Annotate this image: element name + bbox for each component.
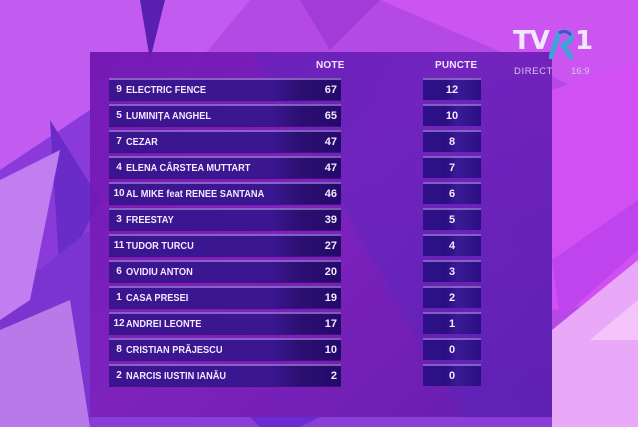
puncte-value: 12 [423,78,481,100]
note-value: 27 [324,240,337,252]
contestant-name: CEZAR [126,136,158,148]
running-order-number: 3 [116,214,122,225]
column-header-note: NOTE [316,60,345,71]
note-value: 10 [324,344,337,356]
running-order-number: 5 [116,110,122,121]
note-value: 65 [324,110,337,122]
puncte-value: 4 [423,234,481,256]
running-order-number: 12 [113,318,125,329]
running-order-number: 6 [116,266,122,277]
contestant-name: ELECTRIC FENCE [126,84,207,96]
running-order-number: 2 [116,370,122,381]
contestant-name: CASA PRESEI [126,292,189,304]
scoreboard-row: 5 LUMINIȚA ANGHEL 65 [109,104,341,126]
channel-logo: TV 1 DIRECT 16:9 [513,26,603,86]
scoreboard-row: 4 ELENA CÂRSTEA MUTTART 47 [109,156,341,178]
running-order-number: 4 [116,162,122,173]
puncte-value: 8 [423,130,481,152]
live-label: DIRECT [514,66,553,77]
contestant-name: AL MIKE feat RENEE SANTANA [126,188,265,200]
column-header-puncte: PUNCTE [435,60,478,71]
tvr-r-mark-icon [548,28,575,64]
puncte-value: 0 [423,364,481,386]
contestant-name: ANDREI LEONTE [126,318,202,330]
running-order-number: 8 [116,344,122,355]
logo-text-tv: TV [513,26,550,56]
scoreboard-row: 1 CASA PRESEI 19 [109,286,341,308]
contestant-name: ELENA CÂRSTEA MUTTART [126,162,251,174]
contestant-name: TUDOR TURCU [126,240,194,252]
puncte-value: 2 [423,286,481,308]
puncte-value: 10 [423,104,481,126]
note-value: 39 [324,214,337,226]
note-value: 19 [324,292,337,304]
note-value: 47 [324,136,337,148]
puncte-value: 3 [423,260,481,282]
scoreboard-row: 10 AL MIKE feat RENEE SANTANA 46 [109,182,341,204]
scoreboard-row: 3 FREESTAY 39 [109,208,341,230]
note-value: 46 [324,188,337,200]
scoreboard-row: 8 CRISTIAN PRĂJESCU 10 [109,338,341,360]
scoreboard-row: 12 ANDREI LEONTE 17 [109,312,341,334]
note-value: 17 [324,318,337,330]
logo-text-one: 1 [575,26,594,56]
note-value: 20 [324,266,337,278]
puncte-value: 5 [423,208,481,230]
scoreboard-row: 9 ELECTRIC FENCE 67 [109,78,341,100]
running-order-number: 11 [113,240,125,251]
scoreboard-row: 6 OVIDIU ANTON 20 [109,260,341,282]
contestant-name: OVIDIU ANTON [126,266,193,278]
contestant-name: CRISTIAN PRĂJESCU [126,344,223,356]
running-order-number: 7 [116,136,122,147]
scoreboard-row: 7 CEZAR 47 [109,130,341,152]
running-order-number: 9 [116,84,122,95]
scoreboard-panel: NOTE PUNCTE 9 ELECTRIC FENCE 67 12 5 LUM… [90,52,552,417]
running-order-number: 10 [113,188,125,199]
note-value: 67 [324,84,337,96]
contestant-name: FREESTAY [126,214,174,226]
scoreboard-row: 2 NARCIS IUSTIN IANĂU 2 [109,364,341,386]
contestant-name: LUMINIȚA ANGHEL [126,110,212,122]
running-order-number: 1 [116,292,122,303]
aspect-ratio-label: 16:9 [571,66,590,77]
contestant-name: NARCIS IUSTIN IANĂU [126,370,227,382]
puncte-value: 1 [423,312,481,334]
note-value: 2 [330,370,337,382]
puncte-value: 0 [423,338,481,360]
note-value: 47 [324,162,337,174]
puncte-value: 7 [423,156,481,178]
puncte-value: 6 [423,182,481,204]
scoreboard-row: 11 TUDOR TURCU 27 [109,234,341,256]
